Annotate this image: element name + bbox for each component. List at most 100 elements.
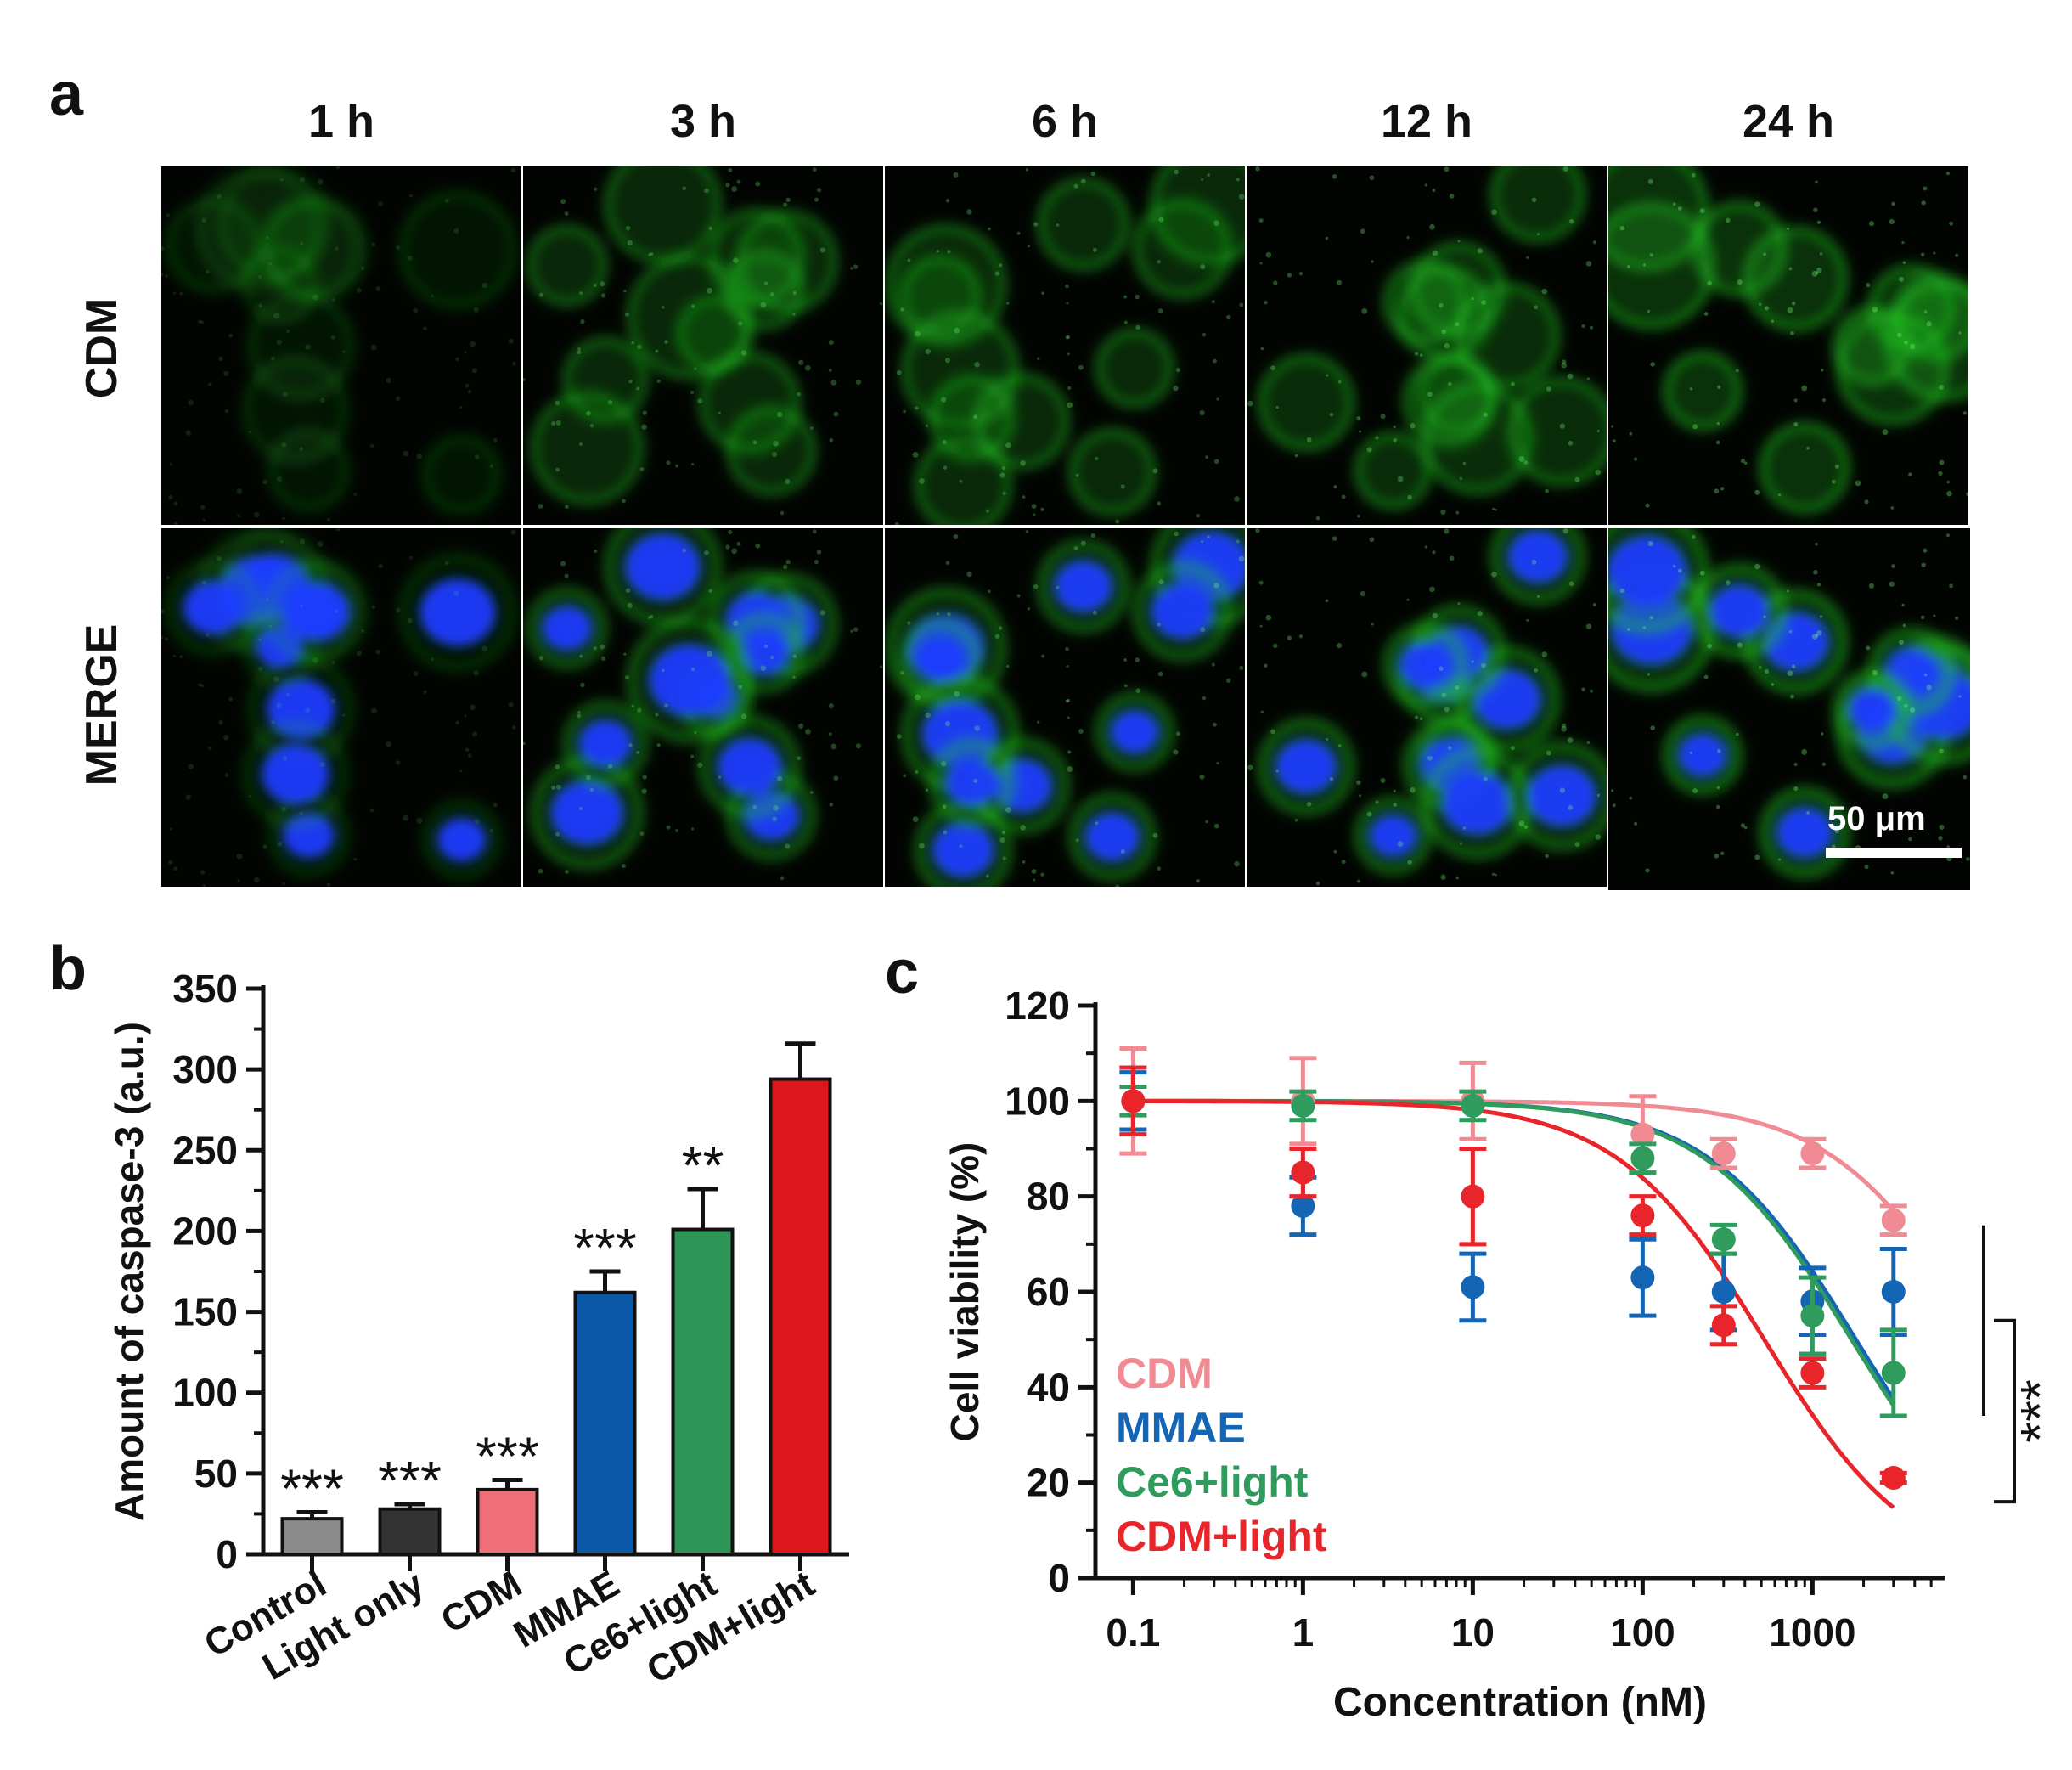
speckle bbox=[1056, 223, 1060, 227]
viability-scatter-chart: 0 20 40 60 80 100 120 0.1 1 10 100 1000 Concentratio… bbox=[943, 984, 2064, 1725]
speckle bbox=[919, 478, 925, 484]
speckle bbox=[1066, 698, 1071, 703]
speckle bbox=[282, 516, 285, 521]
speckle bbox=[523, 741, 526, 746]
speckle bbox=[792, 290, 797, 296]
speckle bbox=[953, 172, 959, 178]
cell-cytoplasm bbox=[393, 186, 521, 314]
speckle bbox=[416, 818, 423, 824]
caspase-bar-chart: 0 50 100 150 200 250 300 350 Amount of caspase-3… bbox=[107, 967, 849, 1692]
micrograph-merge-1h bbox=[161, 528, 521, 887]
speckle bbox=[850, 629, 853, 633]
speckle bbox=[1771, 319, 1775, 324]
speckle bbox=[396, 607, 401, 612]
speckle bbox=[792, 675, 796, 679]
cell-membrane bbox=[1493, 166, 1583, 240]
legend-entry: CDM+light bbox=[1116, 1513, 1327, 1560]
speckle bbox=[464, 714, 467, 718]
speckle bbox=[282, 392, 288, 397]
speckle bbox=[642, 775, 647, 780]
speckle bbox=[262, 844, 267, 849]
speckle bbox=[1275, 769, 1279, 773]
speckle bbox=[1562, 723, 1567, 728]
speckle bbox=[335, 528, 341, 532]
speckle bbox=[1819, 252, 1823, 256]
speckle bbox=[1647, 541, 1653, 547]
speckle bbox=[896, 369, 902, 375]
speckle bbox=[1801, 748, 1808, 755]
speckle bbox=[578, 442, 583, 447]
speckle bbox=[224, 773, 229, 778]
speckle bbox=[1735, 732, 1739, 736]
speckle bbox=[1778, 493, 1782, 497]
speckle bbox=[332, 661, 335, 664]
speckle bbox=[1764, 306, 1770, 311]
speckle bbox=[1258, 580, 1264, 585]
data-point bbox=[1711, 1141, 1736, 1166]
speckle bbox=[1393, 789, 1396, 793]
speckle bbox=[1898, 276, 1904, 282]
speckle bbox=[579, 654, 583, 658]
cell-membrane bbox=[607, 528, 719, 623]
speckle bbox=[1213, 583, 1219, 589]
speckle bbox=[1820, 368, 1824, 372]
speckle bbox=[1236, 178, 1240, 182]
speckle bbox=[773, 441, 779, 447]
speckle bbox=[489, 828, 494, 833]
speckle bbox=[1326, 737, 1329, 741]
speckle bbox=[273, 676, 279, 682]
speckle bbox=[1424, 183, 1427, 187]
speckle bbox=[413, 307, 419, 313]
speckle bbox=[936, 250, 940, 253]
y-tick-label: 100 bbox=[1005, 1079, 1070, 1123]
speckle bbox=[579, 291, 583, 296]
speckle bbox=[675, 464, 678, 468]
speckle bbox=[1001, 465, 1006, 471]
cell-membrane bbox=[932, 742, 1012, 823]
speckle bbox=[1337, 380, 1342, 384]
cell-cytoplasm bbox=[1128, 194, 1237, 303]
speckle bbox=[555, 400, 560, 406]
cell-membrane bbox=[1072, 796, 1153, 878]
speckle bbox=[1095, 821, 1099, 826]
cell-membrane bbox=[529, 590, 605, 666]
speckle bbox=[1595, 469, 1602, 476]
speckle bbox=[1691, 534, 1696, 539]
speckle bbox=[577, 350, 582, 355]
speckle bbox=[589, 787, 594, 792]
speckle bbox=[286, 330, 290, 334]
speckle bbox=[1115, 519, 1120, 524]
speckle bbox=[1002, 491, 1006, 495]
speckle bbox=[172, 654, 177, 658]
speckle bbox=[200, 684, 204, 688]
speckle bbox=[1306, 437, 1312, 442]
speckle bbox=[1356, 780, 1361, 785]
speckle bbox=[198, 319, 202, 324]
speckle bbox=[936, 612, 940, 616]
speckle bbox=[664, 703, 668, 707]
speckle bbox=[1120, 848, 1125, 854]
speckle bbox=[1459, 476, 1463, 481]
speckle bbox=[1716, 804, 1720, 809]
speckle bbox=[271, 356, 275, 361]
speckle bbox=[718, 775, 722, 779]
cell-nucleus bbox=[1370, 815, 1416, 856]
speckle bbox=[165, 274, 168, 278]
cell-membrane bbox=[425, 437, 498, 512]
speckle bbox=[1534, 305, 1539, 310]
speckle bbox=[1092, 247, 1097, 252]
speckle bbox=[925, 712, 931, 719]
micrograph-cdm-3h bbox=[523, 166, 883, 525]
speckle bbox=[455, 720, 459, 725]
speckle bbox=[1567, 373, 1574, 380]
speckle bbox=[1626, 628, 1630, 631]
speckle bbox=[281, 806, 287, 812]
speckle bbox=[431, 295, 434, 298]
speckle bbox=[1647, 178, 1653, 184]
speckle bbox=[1173, 749, 1179, 755]
x-tick-label: 1000 bbox=[1769, 1610, 1855, 1654]
speckle bbox=[1439, 666, 1444, 672]
speckle bbox=[1234, 860, 1240, 867]
speckle bbox=[1440, 509, 1446, 515]
speckle bbox=[1891, 564, 1895, 568]
